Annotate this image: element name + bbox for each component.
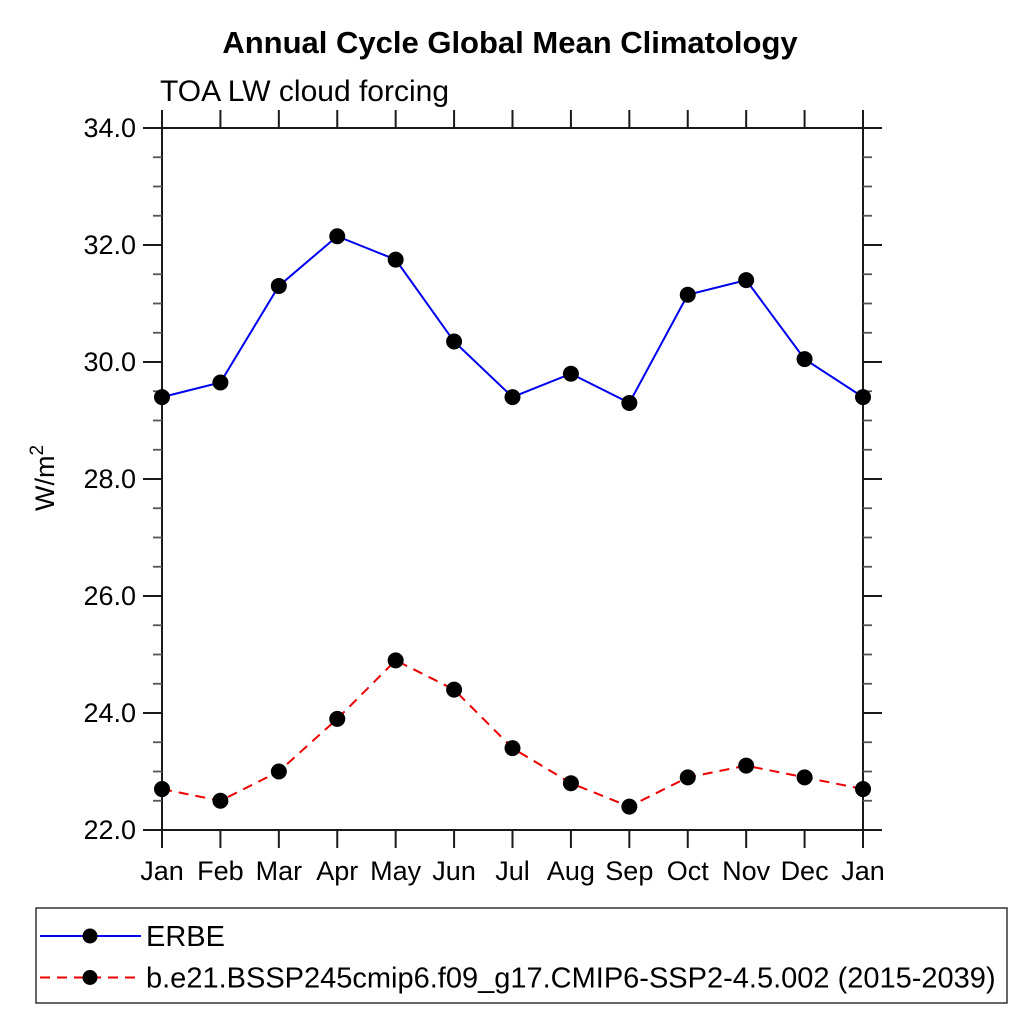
data-point-marker [679,286,696,303]
data-point-marker [504,740,521,757]
data-point-marker [504,389,521,406]
y-tick-label: 30.0 [83,347,136,377]
data-point-marker [562,775,579,792]
data-point-marker [212,792,229,809]
data-point-marker [446,333,463,350]
data-point-marker [562,365,579,382]
data-point-marker [855,389,871,406]
data-point-marker [796,351,813,368]
legend-label-model: b.e21.BSSP245cmip6.f09_g17.CMIP6-SSP2-4.… [146,963,996,995]
data-point-marker [796,769,813,786]
data-point-marker [679,769,696,786]
data-point-marker [446,681,463,698]
data-point-marker [621,394,638,411]
y-tick-label: 34.0 [83,113,136,143]
data-point-marker [855,781,871,798]
chart-title: Annual Cycle Global Mean Climatology [222,25,798,60]
data-point-marker [387,652,404,669]
legend: ERBE b.e21.BSSP245cmip6.f09_g17.CMIP6-SS… [35,907,1008,1004]
data-point-marker [154,781,170,798]
x-tick-label: Jul [495,856,530,886]
data-point-marker [387,251,404,268]
y-tick-label: 26.0 [83,581,136,611]
data-point-marker [270,277,287,294]
data-point-marker [270,763,287,780]
y-axis-label: W/m2 [27,445,60,511]
x-tick-label: Oct [667,856,710,886]
y-tick-label: 24.0 [83,698,136,728]
data-point-marker [212,374,229,391]
y-tick-label: 32.0 [83,230,136,260]
x-tick-label: Jan [140,856,184,886]
x-tick-label: Apr [316,856,358,886]
data-point-marker [738,272,755,289]
data-point-marker [154,389,170,406]
legend-label-erbe: ERBE [146,921,225,953]
y-tick-label: 22.0 [83,815,136,845]
x-tick-label: Aug [547,856,595,886]
data-point-marker [329,710,346,727]
legend-marker-erbe [82,928,98,944]
plot-area: Jan Feb Mar Apr May Jun Jul Aug Sep Oct Nov Dec Jan2… [83,110,885,886]
x-tick-label: Jan [841,856,885,886]
chart-subtitle: TOA LW cloud forcing [160,75,449,108]
legend-box [35,907,1008,1004]
data-point-marker [621,798,638,815]
x-tick-label: Nov [722,856,771,886]
x-tick-label: Mar [256,856,303,886]
data-point-marker [738,757,755,774]
x-tick-label: Sep [605,856,653,886]
legend-marker-model [82,970,98,985]
model-line [161,659,864,808]
x-tick-label: Jun [432,856,476,886]
x-tick-label: May [370,856,422,886]
x-tick-label: Feb [197,856,244,886]
plot-frame [161,127,864,831]
y-tick-label: 28.0 [83,464,136,494]
erbe-line [161,235,864,405]
x-tick-label: Dec [781,856,829,886]
data-point-marker [329,228,346,245]
